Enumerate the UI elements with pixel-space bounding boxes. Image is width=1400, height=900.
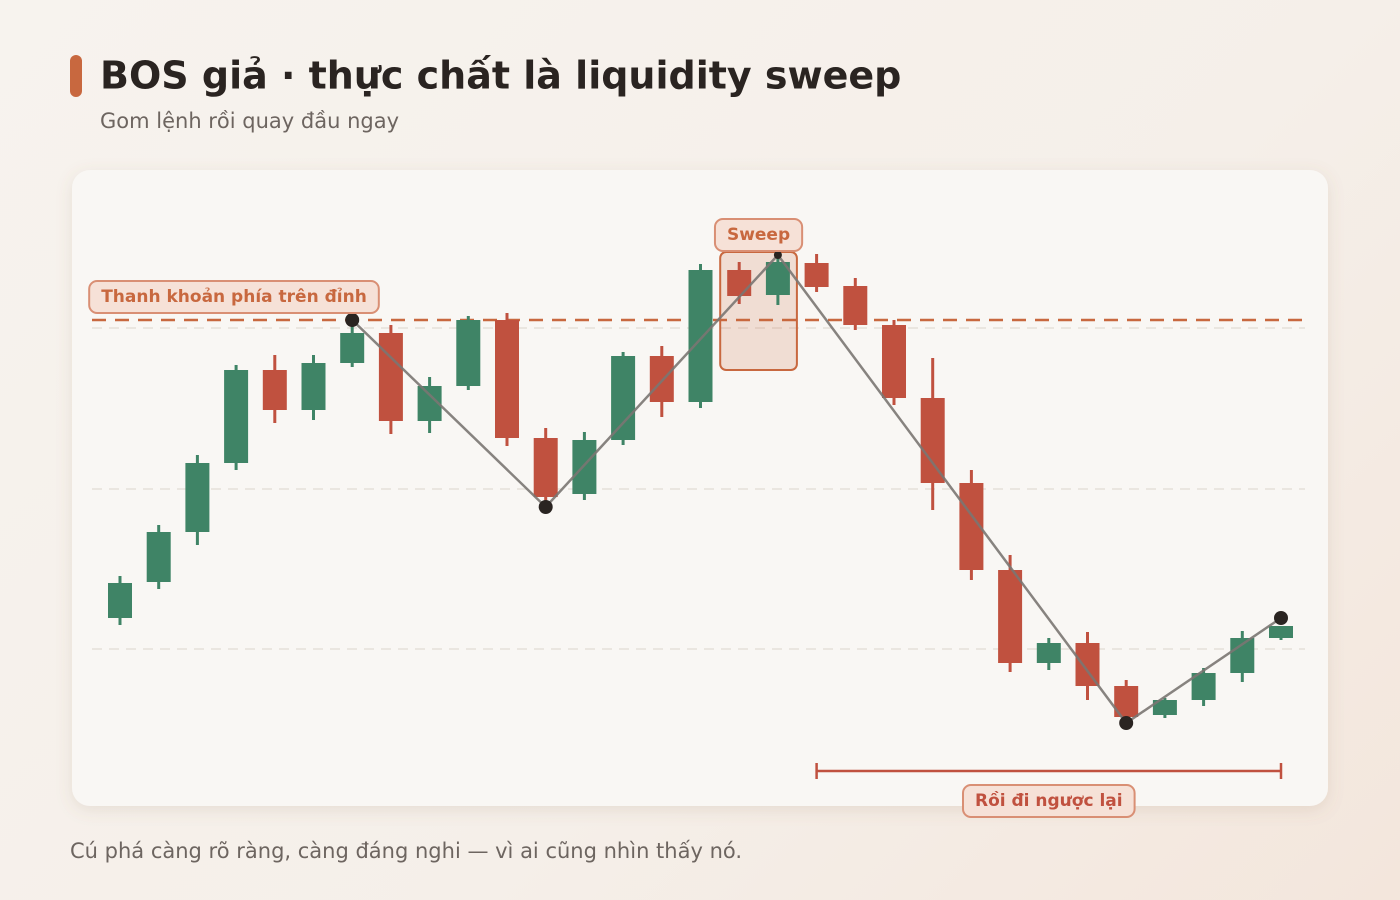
sweep-label: Sweep bbox=[727, 225, 790, 245]
candle-body bbox=[688, 270, 713, 402]
candle-body bbox=[1269, 626, 1293, 638]
candle-body bbox=[1152, 700, 1177, 715]
candle-body bbox=[456, 320, 481, 386]
candle-body bbox=[804, 263, 829, 287]
candle-body bbox=[920, 398, 945, 483]
candle-body bbox=[843, 286, 868, 325]
swing-point bbox=[1119, 716, 1134, 730]
candle-body bbox=[262, 370, 287, 410]
chart-subtitle: Gom lệnh rồi quay đầu ngay bbox=[100, 109, 399, 133]
candle-body bbox=[108, 583, 132, 618]
candle-body bbox=[611, 356, 636, 440]
candle-body bbox=[495, 320, 519, 438]
sweep-label-box bbox=[713, 218, 804, 252]
reversal-label-box bbox=[961, 784, 1136, 818]
candle-body bbox=[533, 438, 558, 497]
swing-point bbox=[1274, 611, 1288, 625]
title-accent bbox=[70, 55, 82, 97]
candle-body bbox=[572, 440, 597, 494]
chart-title: BOS giả · thực chất là liquidity sweep bbox=[100, 54, 901, 98]
candle-body bbox=[378, 333, 403, 421]
reversal-label: Rồi đi ngược lại bbox=[975, 790, 1123, 811]
candle-body bbox=[998, 570, 1023, 663]
candle-body bbox=[340, 333, 365, 363]
candle-body bbox=[301, 363, 326, 410]
candle-body bbox=[146, 532, 171, 582]
candle-body bbox=[1075, 643, 1100, 686]
level-label-box bbox=[88, 280, 380, 314]
candle-body bbox=[185, 463, 210, 532]
candle-body bbox=[1036, 643, 1061, 663]
candle-body bbox=[224, 370, 249, 463]
candle-body bbox=[1191, 673, 1216, 700]
caption: Cú phá càng rõ ràng, càng đáng nghi — vì… bbox=[70, 839, 742, 863]
swing-point bbox=[773, 251, 782, 259]
candle-body bbox=[727, 270, 752, 296]
level-label: Thanh khoản phía trên đỉnh bbox=[101, 287, 367, 307]
swing-point bbox=[538, 500, 553, 514]
swing-point bbox=[345, 313, 360, 327]
candle-body bbox=[649, 356, 674, 402]
candle-body bbox=[882, 325, 906, 398]
